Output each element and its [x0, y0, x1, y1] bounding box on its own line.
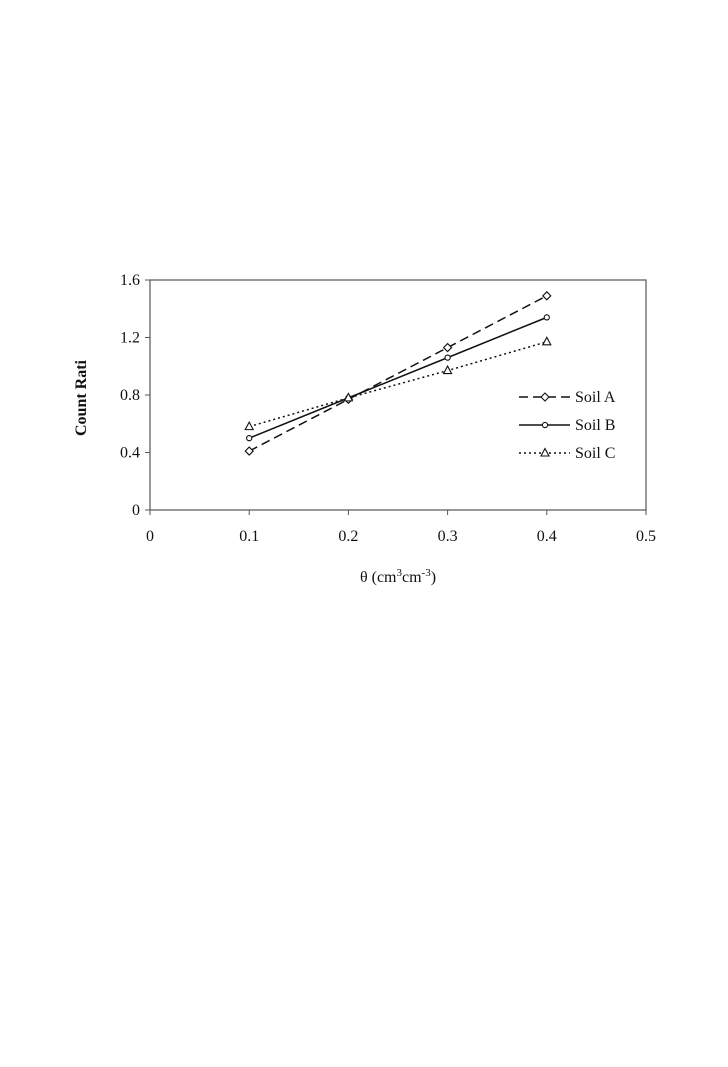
series-line-soil-c [248, 341, 548, 428]
data-point-soil-a [542, 291, 552, 301]
series-soil-b [246, 314, 550, 442]
legend-marker-soil-c [540, 447, 550, 457]
legend: Soil A Soil B Soil C [519, 389, 616, 462]
x-tick-label: 0.5 [636, 528, 656, 545]
y-tick-label: 1.6 [120, 272, 140, 289]
x-tick-label: 0.3 [438, 528, 458, 545]
series-line-soil-a [248, 295, 548, 452]
x-axis-title: θ (cm3cm-3) [360, 567, 436, 586]
series-soil-c [244, 336, 552, 431]
legend-marker-soil-a [540, 392, 550, 402]
y-tick-label: 1.2 [120, 330, 140, 347]
legend-label-soil-a: Soil A [575, 389, 616, 406]
data-point-soil-c [343, 392, 354, 402]
x-axis-ticks: 0 0.1 0.2 0.3 0.4 0.5 [146, 510, 656, 545]
legend-label-soil-c: Soil C [575, 445, 615, 462]
data-point-soil-b [444, 354, 451, 361]
x-axis-title-sup2: -3 [422, 567, 432, 579]
y-tick-label: 0 [132, 502, 140, 519]
x-axis-title-sup1: 3 [397, 567, 403, 579]
x-axis-title-mid: cm [402, 569, 422, 586]
data-point-soil-a [442, 342, 453, 353]
series-soil-a [244, 291, 552, 456]
y-tick-label: 0.8 [120, 387, 140, 404]
x-tick-label: 0.1 [239, 528, 259, 545]
y-axis-ticks: 0 0.4 0.8 1.2 1.6 [120, 272, 150, 519]
x-tick-label: 0 [146, 528, 154, 545]
x-axis-title-base: θ (cm [360, 569, 397, 586]
data-point-soil-c [244, 420, 255, 431]
x-axis-title-end: ) [431, 569, 436, 586]
x-tick-label: 0.4 [537, 528, 557, 545]
series-layer [244, 291, 552, 456]
x-tick-label: 0.2 [338, 528, 358, 545]
y-axis-title: Count Rati [73, 359, 90, 436]
legend-marker-soil-b [541, 421, 549, 429]
data-point-soil-a [244, 446, 254, 456]
series-line-soil-b [248, 316, 548, 439]
legend-label-soil-b: Soil B [575, 417, 615, 434]
data-point-soil-c [541, 336, 552, 346]
y-tick-label: 0.4 [120, 445, 140, 462]
data-point-soil-b [543, 314, 550, 321]
data-point-soil-c [442, 364, 453, 375]
data-point-soil-b [246, 434, 253, 442]
plot-area-frame [149, 279, 647, 511]
